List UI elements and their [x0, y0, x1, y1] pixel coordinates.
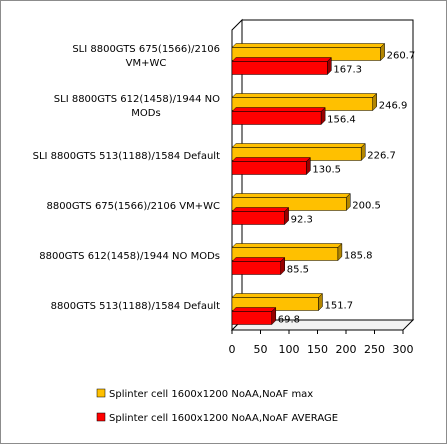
data-label: 200.5 — [352, 201, 381, 212]
x-tick-label: 200 — [336, 343, 357, 356]
data-label: 185.8 — [344, 251, 373, 262]
data-label: 130.5 — [312, 165, 341, 176]
bar — [231, 61, 328, 75]
bar-top-face — [231, 257, 286, 262]
chart-bars: 260.7 246.9 226.7 200.5 185.8 151.7 167.3 156.4… — [231, 42, 416, 326]
bar-end-face — [280, 256, 285, 276]
legend-entry: Splinter cell 1600x1200 NoAA,NoAF max — [109, 389, 313, 400]
category-labels: SLI 8800GTS 675(1566)/2106 VM+WC SLI 8800G… — [33, 44, 221, 312]
bar — [231, 261, 281, 275]
bar-group: 69.8 — [231, 306, 300, 326]
x-tick-label: 250 — [364, 343, 385, 356]
x-tick-label: 150 — [307, 343, 328, 356]
bar-group: 167.3 — [231, 56, 362, 76]
bar-end-face — [306, 156, 311, 176]
bar — [231, 161, 307, 175]
bar-end-face — [372, 92, 377, 112]
bar-end-face — [327, 56, 332, 76]
data-label: 246.9 — [379, 101, 408, 112]
bar-top-face — [231, 93, 378, 98]
category-label: SLI 8800GTS 675(1566)/2106 — [72, 44, 220, 55]
x-tick-label: 300 — [393, 343, 414, 356]
bar — [231, 111, 322, 125]
x-tick-label: 50 — [254, 343, 268, 356]
bar-end-face — [320, 106, 326, 126]
bar — [231, 211, 285, 225]
category-label: VM+WC — [126, 58, 167, 69]
data-label: 260.7 — [387, 51, 416, 62]
bar-top-face — [231, 157, 311, 162]
category-label: 8800GTS 612(1458)/1944 NO MODs — [39, 251, 220, 262]
bar-top-face — [231, 307, 277, 312]
bar-top-face — [231, 293, 324, 298]
category-label: 8800GTS 513(1188)/1584 Default — [51, 301, 220, 312]
bar-top-face — [231, 143, 366, 148]
bar-top-face — [231, 107, 326, 112]
legend-swatch — [96, 388, 106, 398]
bar-top-face — [231, 193, 351, 198]
data-label: 69.8 — [278, 315, 300, 326]
data-label: 85.5 — [287, 265, 309, 276]
data-label: 151.7 — [324, 301, 353, 312]
data-label: 167.3 — [333, 65, 362, 76]
bar-group: 156.4 — [231, 106, 356, 126]
x-tick-label: 100 — [279, 343, 300, 356]
bar-top-face — [231, 243, 343, 248]
bar-end-face — [271, 306, 277, 326]
bar-end-face — [380, 42, 385, 62]
bar-group: 92.3 — [231, 206, 313, 226]
data-label: 92.3 — [291, 215, 313, 226]
category-label: SLI 8800GTS 513(1188)/1584 Default — [33, 151, 220, 162]
bar-end-face — [346, 192, 351, 212]
x-tick-label: 0 — [229, 343, 236, 356]
bar — [231, 311, 273, 325]
category-label: 8800GTS 675(1566)/2106 VM+WC — [46, 201, 220, 212]
legend: Splinter cell 1600x1200 NoAA,NoAF max Spl… — [96, 388, 338, 424]
bar-top-face — [231, 43, 386, 48]
bar-end-face — [360, 142, 366, 162]
bar-end-face — [337, 242, 343, 262]
bar-end-face — [284, 206, 289, 226]
category-label: SLI 8800GTS 612(1458)/1944 NO — [54, 94, 220, 105]
x-axis-ticks: 0 50 100 150 200 250 300 — [229, 329, 414, 356]
bar-top-face — [231, 207, 290, 212]
legend-swatch — [96, 412, 106, 422]
legend-entry: Splinter cell 1600x1200 NoAA,NoAF AVERAG… — [109, 413, 338, 424]
bar-top-face — [231, 57, 332, 62]
category-label: MODs — [131, 108, 160, 119]
bar-group: 130.5 — [231, 156, 341, 176]
bar-group: 85.5 — [231, 256, 309, 276]
data-label: 226.7 — [367, 151, 396, 162]
bar-end-face — [318, 292, 323, 312]
data-label: 156.4 — [327, 115, 356, 126]
